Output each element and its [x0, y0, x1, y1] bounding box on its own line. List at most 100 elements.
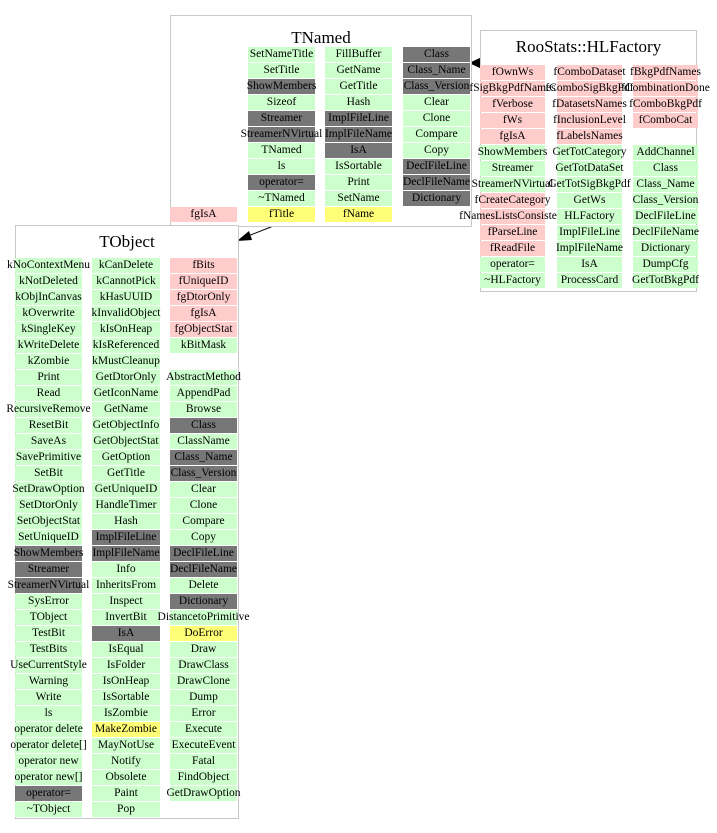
member-g[interactable]: kIsOnHeap: [92, 322, 160, 337]
member-g[interactable]: Browse: [170, 402, 237, 417]
member-p[interactable]: fCreateCategory: [474, 193, 551, 208]
member-p[interactable]: fgIsA: [480, 129, 545, 144]
member-g[interactable]: Print: [325, 175, 392, 190]
member-g[interactable]: Delete: [170, 578, 237, 593]
member-g[interactable]: kNotDeleted: [15, 274, 82, 289]
member-g[interactable]: operator new: [15, 754, 82, 769]
member-g[interactable]: Hash: [325, 95, 392, 110]
member-g[interactable]: ResetBit: [15, 418, 82, 433]
member-g[interactable]: kInvalidObject: [91, 306, 161, 321]
member-g[interactable]: DistancetoPrimitive: [157, 610, 250, 625]
member-d[interactable]: ShowMembers: [13, 546, 84, 561]
member-d[interactable]: DeclFileLine: [403, 159, 470, 174]
member-g[interactable]: GetName: [92, 402, 160, 417]
member-g[interactable]: IsOnHeap: [92, 674, 160, 689]
member-g[interactable]: GetUniqueID: [92, 482, 160, 497]
member-d[interactable]: DeclFileName: [402, 175, 471, 190]
member-g[interactable]: Streamer: [480, 161, 545, 176]
member-g[interactable]: kBitMask: [170, 338, 237, 353]
member-g[interactable]: SaveAs: [15, 434, 82, 449]
member-g[interactable]: SetUniqueID: [15, 530, 82, 545]
member-d[interactable]: IsA: [325, 143, 392, 158]
member-d[interactable]: ImplFileLine: [92, 530, 160, 545]
member-g[interactable]: Fatal: [170, 754, 237, 769]
member-d[interactable]: Class_Version: [403, 79, 470, 94]
member-g[interactable]: ShowMembers: [477, 145, 548, 160]
member-y[interactable]: fTitle: [248, 207, 315, 222]
member-d[interactable]: StreamerNVirtual: [7, 578, 90, 593]
member-g[interactable]: Class_Name: [633, 177, 698, 192]
member-g[interactable]: DeclFileName: [631, 225, 700, 240]
member-g[interactable]: operator=: [480, 257, 545, 272]
member-g[interactable]: kZombie: [15, 354, 82, 369]
member-g[interactable]: GetTitle: [325, 79, 392, 94]
member-g[interactable]: SetName: [325, 191, 392, 206]
member-p[interactable]: fgDtorOnly: [170, 290, 237, 305]
member-d[interactable]: operator=: [248, 175, 315, 190]
member-p[interactable]: fBkgPdfNames: [630, 65, 701, 80]
member-g[interactable]: GetTotDataSet: [555, 161, 624, 176]
member-g[interactable]: Notify: [92, 754, 160, 769]
member-d[interactable]: ImplFileLine: [325, 111, 392, 126]
member-g[interactable]: Dictionary: [633, 241, 698, 256]
member-g[interactable]: Print: [15, 370, 82, 385]
member-p[interactable]: fReadFile: [480, 241, 545, 256]
member-g[interactable]: AppendPad: [170, 386, 237, 401]
member-g[interactable]: InheritsFrom: [92, 578, 160, 593]
member-g[interactable]: ~HLFactory: [480, 273, 545, 288]
member-g[interactable]: kIsReferenced: [92, 338, 160, 353]
member-p[interactable]: fgObjectStat: [170, 322, 237, 337]
member-d[interactable]: Dictionary: [403, 191, 470, 206]
member-g[interactable]: TNamed: [248, 143, 315, 158]
member-d[interactable]: DeclFileName: [169, 562, 238, 577]
member-g[interactable]: SetDrawOption: [12, 482, 85, 497]
member-g[interactable]: Info: [92, 562, 160, 577]
member-g[interactable]: GetDrawOption: [166, 786, 241, 801]
member-g[interactable]: ExecuteEvent: [170, 738, 237, 753]
member-d[interactable]: DeclFileLine: [170, 546, 237, 561]
member-p[interactable]: fgIsA: [170, 207, 237, 222]
member-g[interactable]: kCanDelete: [92, 258, 160, 273]
member-g[interactable]: SetBit: [15, 466, 82, 481]
member-p[interactable]: fDatasetsNames: [552, 97, 627, 112]
member-g[interactable]: GetObjectStat: [92, 434, 160, 449]
member-p[interactable]: fCombinationDone: [621, 81, 710, 96]
member-d[interactable]: IsA: [92, 626, 160, 641]
member-g[interactable]: kOverwrite: [15, 306, 82, 321]
member-g[interactable]: Obsolete: [92, 770, 160, 785]
member-g[interactable]: TObject: [15, 610, 82, 625]
member-p[interactable]: fUniqueID: [170, 274, 237, 289]
member-g[interactable]: Copy: [403, 143, 470, 158]
member-g[interactable]: kSingleKey: [15, 322, 82, 337]
member-g[interactable]: GetDtorOnly: [92, 370, 160, 385]
member-g[interactable]: GetTotSigBkgPdf: [548, 177, 631, 192]
member-g[interactable]: SetTitle: [248, 63, 315, 78]
member-g[interactable]: DrawClass: [170, 658, 237, 673]
member-p[interactable]: fSigBkgPdfNames: [469, 81, 556, 96]
member-g[interactable]: GetTotBkgPdf: [632, 273, 699, 288]
member-g[interactable]: TestBits: [15, 642, 82, 657]
member-d[interactable]: Class: [403, 47, 470, 62]
member-p[interactable]: fNamesListsConsistent: [459, 209, 566, 224]
member-d[interactable]: operator=: [15, 786, 82, 801]
member-g[interactable]: Compare: [170, 514, 237, 529]
member-g[interactable]: SetDtorOnly: [15, 498, 82, 513]
member-g[interactable]: InvertBit: [92, 610, 160, 625]
member-g[interactable]: ls: [15, 706, 82, 721]
member-g[interactable]: Clear: [403, 95, 470, 110]
member-g[interactable]: Clone: [170, 498, 237, 513]
member-p[interactable]: fWs: [480, 113, 545, 128]
member-g[interactable]: GetTotCategory: [552, 145, 627, 160]
member-g[interactable]: DeclFileLine: [633, 209, 698, 224]
member-d[interactable]: Class_Name: [403, 63, 470, 78]
member-g[interactable]: operator delete[]: [10, 738, 87, 753]
member-p[interactable]: fgIsA: [170, 306, 237, 321]
member-y[interactable]: DoError: [170, 626, 237, 641]
member-g[interactable]: FindObject: [170, 770, 237, 785]
member-p[interactable]: fParseLine: [480, 225, 545, 240]
member-p[interactable]: fComboCat: [633, 113, 698, 128]
member-d[interactable]: ImplFileName: [324, 127, 393, 142]
member-g[interactable]: GetObjectInfo: [92, 418, 160, 433]
member-g[interactable]: kHasUUID: [92, 290, 160, 305]
member-g[interactable]: Execute: [170, 722, 237, 737]
